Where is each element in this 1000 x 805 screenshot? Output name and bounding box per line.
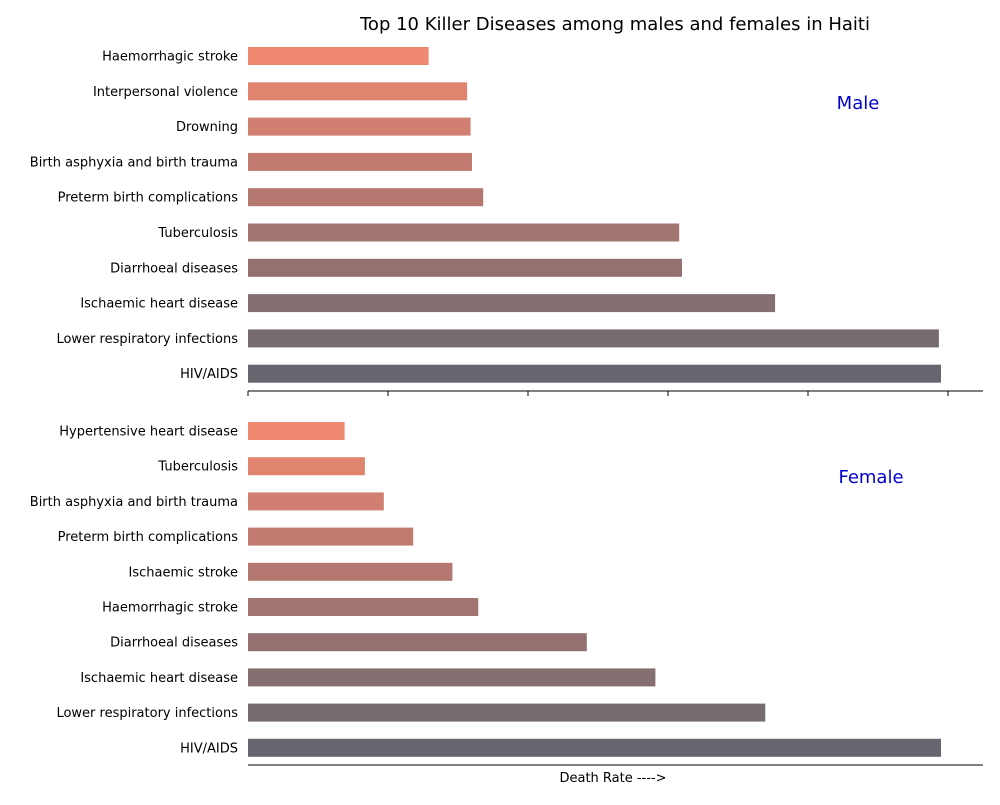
bar	[248, 703, 766, 722]
bar	[248, 527, 414, 546]
panels: Haemorrhagic stroke Interpersonal violenc…	[30, 47, 983, 766]
y-tick-label: HIV/AIDS	[180, 367, 238, 382]
bar	[248, 329, 939, 348]
bar	[248, 117, 471, 136]
bar	[248, 492, 384, 511]
bar	[248, 223, 680, 242]
y-tick-label: Drowning	[176, 120, 238, 135]
bar	[248, 668, 656, 687]
bar	[248, 258, 682, 277]
y-tick-label: Lower respiratory infections	[56, 332, 238, 347]
y-tick-label: Ischaemic heart disease	[80, 297, 238, 312]
panel-label: Female	[838, 467, 903, 488]
y-tick-label: Hypertensive heart disease	[59, 425, 238, 440]
bar	[248, 152, 472, 171]
y-tick-label: Preterm birth complications	[58, 530, 239, 545]
y-tick-label: Interpersonal violence	[93, 85, 238, 100]
panel-female: Hypertensive heart disease Tuberculosis Bi…	[30, 422, 983, 766]
bar	[248, 738, 941, 757]
y-tick-label: HIV/AIDS	[180, 741, 238, 756]
chart-title: Top 10 Killer Diseases among males and f…	[359, 14, 870, 35]
panel-label: Male	[837, 93, 880, 114]
y-tick-label: Ischaemic stroke	[129, 565, 238, 580]
y-tick-label: Diarrhoeal diseases	[110, 636, 238, 651]
bar	[248, 598, 479, 616]
y-tick-label: Birth asphyxia and birth trauma	[30, 155, 238, 170]
x-axis-label: Death Rate ---->	[559, 771, 666, 786]
bar	[248, 457, 365, 476]
bar	[248, 422, 345, 440]
panel-male: Haemorrhagic stroke Interpersonal violenc…	[30, 47, 983, 396]
y-tick-label: Preterm birth complications	[58, 191, 239, 206]
y-tick-label: Birth asphyxia and birth trauma	[30, 495, 238, 510]
bar	[248, 294, 776, 313]
bar	[248, 188, 484, 207]
bar	[248, 47, 429, 65]
bar	[248, 364, 941, 383]
bar	[248, 82, 468, 101]
y-tick-label: Haemorrhagic stroke	[102, 601, 238, 616]
bar	[248, 562, 453, 581]
y-tick-label: Diarrhoeal diseases	[110, 261, 238, 276]
bar	[248, 633, 587, 652]
y-tick-label: Lower respiratory infections	[56, 706, 238, 721]
y-tick-label: Tuberculosis	[157, 460, 238, 475]
y-tick-label: Tuberculosis	[157, 226, 238, 241]
y-tick-label: Ischaemic heart disease	[80, 671, 238, 686]
y-tick-label: Haemorrhagic stroke	[102, 50, 238, 65]
